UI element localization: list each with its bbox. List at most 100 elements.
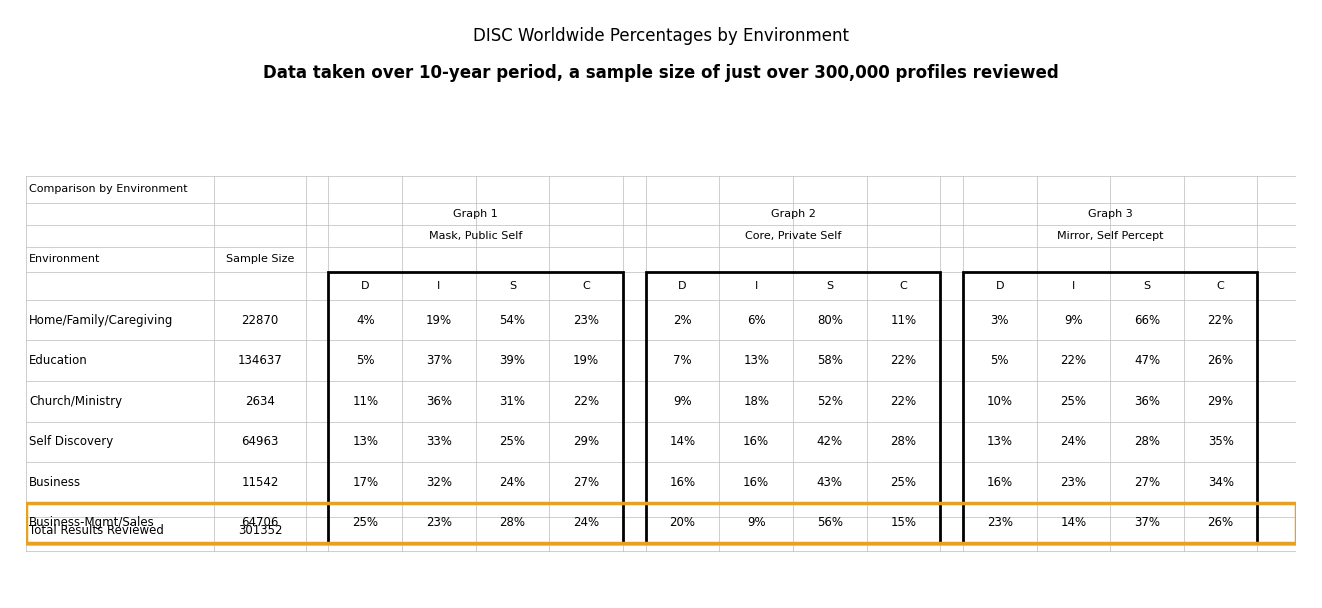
Text: 23%: 23% <box>1060 476 1087 489</box>
Text: 23%: 23% <box>574 314 599 326</box>
Text: 24%: 24% <box>500 476 526 489</box>
Text: C: C <box>1216 281 1224 291</box>
Text: 2634: 2634 <box>245 395 275 408</box>
Text: Education: Education <box>29 354 87 367</box>
Text: 64963: 64963 <box>242 435 279 448</box>
Text: Business: Business <box>29 476 81 489</box>
Text: 28%: 28% <box>891 435 916 448</box>
Text: 36%: 36% <box>426 395 452 408</box>
Text: 29%: 29% <box>1207 395 1233 408</box>
Text: 28%: 28% <box>500 516 526 530</box>
Text: Graph 2: Graph 2 <box>771 209 816 219</box>
Text: 29%: 29% <box>572 435 599 448</box>
Text: 2%: 2% <box>673 314 691 326</box>
Text: 9%: 9% <box>747 516 765 530</box>
Text: Total Results Reviewed: Total Results Reviewed <box>29 525 164 537</box>
Text: I: I <box>438 281 440 291</box>
Text: 52%: 52% <box>817 395 843 408</box>
Text: 16%: 16% <box>743 435 769 448</box>
Text: 23%: 23% <box>426 516 452 530</box>
Text: S: S <box>509 281 516 291</box>
Text: 3%: 3% <box>990 314 1009 326</box>
Text: 9%: 9% <box>673 395 691 408</box>
Text: 24%: 24% <box>1060 435 1087 448</box>
Text: 37%: 37% <box>1134 516 1161 530</box>
Text: 16%: 16% <box>743 476 769 489</box>
Text: C: C <box>899 281 907 291</box>
Text: 22%: 22% <box>1060 354 1087 367</box>
Text: Church/Ministry: Church/Ministry <box>29 395 122 408</box>
Text: Mask, Public Self: Mask, Public Self <box>430 231 522 241</box>
Bar <box>645 272 940 543</box>
Text: 66%: 66% <box>1134 314 1161 326</box>
Text: Core, Private Self: Core, Private Self <box>744 231 841 241</box>
Text: Comparison by Environment: Comparison by Environment <box>29 184 188 195</box>
Text: 16%: 16% <box>669 476 695 489</box>
Text: 16%: 16% <box>986 476 1013 489</box>
Text: 22%: 22% <box>1207 314 1233 326</box>
Text: C: C <box>582 281 590 291</box>
Text: Business-Mgmt/Sales: Business-Mgmt/Sales <box>29 516 155 530</box>
Text: 42%: 42% <box>817 435 843 448</box>
Bar <box>962 272 1257 543</box>
Text: 22870: 22870 <box>242 314 279 326</box>
Text: 34%: 34% <box>1208 476 1233 489</box>
Text: 11542: 11542 <box>242 476 279 489</box>
Text: 22%: 22% <box>890 395 916 408</box>
Text: 32%: 32% <box>426 476 452 489</box>
Text: D: D <box>678 281 687 291</box>
Text: 5%: 5% <box>356 354 374 367</box>
Text: D: D <box>361 281 370 291</box>
Bar <box>328 272 623 543</box>
Text: 10%: 10% <box>986 395 1013 408</box>
Text: 11%: 11% <box>352 395 378 408</box>
Text: 35%: 35% <box>1208 435 1233 448</box>
Text: 47%: 47% <box>1134 354 1161 367</box>
Text: Graph 3: Graph 3 <box>1088 209 1133 219</box>
Text: 31%: 31% <box>500 395 526 408</box>
Text: 301352: 301352 <box>238 525 282 537</box>
Text: 56%: 56% <box>817 516 843 530</box>
Text: 4%: 4% <box>356 314 374 326</box>
Text: 13%: 13% <box>743 354 769 367</box>
Text: S: S <box>1144 281 1150 291</box>
Text: 25%: 25% <box>352 516 378 530</box>
Text: 23%: 23% <box>986 516 1013 530</box>
Text: 9%: 9% <box>1064 314 1083 326</box>
Text: I: I <box>1072 281 1075 291</box>
Text: Sample Size: Sample Size <box>226 254 295 264</box>
Text: 11%: 11% <box>890 314 916 326</box>
Text: 14%: 14% <box>1060 516 1087 530</box>
Text: 22%: 22% <box>890 354 916 367</box>
Text: 20%: 20% <box>669 516 695 530</box>
Text: 6%: 6% <box>747 314 765 326</box>
Text: 27%: 27% <box>1134 476 1161 489</box>
Text: 37%: 37% <box>426 354 452 367</box>
Text: Environment: Environment <box>29 254 100 264</box>
Text: Self Discovery: Self Discovery <box>29 435 114 448</box>
Text: Home/Family/Caregiving: Home/Family/Caregiving <box>29 314 173 326</box>
Text: 64706: 64706 <box>242 516 279 530</box>
Text: 28%: 28% <box>1134 435 1161 448</box>
Text: Graph 1: Graph 1 <box>453 209 498 219</box>
Text: 26%: 26% <box>1207 516 1233 530</box>
Text: 54%: 54% <box>500 314 526 326</box>
Text: Mirror, Self Percept: Mirror, Self Percept <box>1058 231 1163 241</box>
Text: 17%: 17% <box>352 476 378 489</box>
Text: 14%: 14% <box>669 435 695 448</box>
Text: 24%: 24% <box>572 516 599 530</box>
Text: 33%: 33% <box>426 435 452 448</box>
Text: 27%: 27% <box>572 476 599 489</box>
Text: 13%: 13% <box>352 435 378 448</box>
Text: 36%: 36% <box>1134 395 1161 408</box>
Text: 25%: 25% <box>891 476 916 489</box>
Text: Data taken over 10-year period, a sample size of just over 300,000 profiles revi: Data taken over 10-year period, a sample… <box>263 64 1059 82</box>
Text: 5%: 5% <box>990 354 1009 367</box>
Text: 25%: 25% <box>1060 395 1087 408</box>
Text: 134637: 134637 <box>238 354 283 367</box>
Text: 43%: 43% <box>817 476 843 489</box>
Text: 26%: 26% <box>1207 354 1233 367</box>
Text: 19%: 19% <box>572 354 599 367</box>
Text: 22%: 22% <box>572 395 599 408</box>
Text: 58%: 58% <box>817 354 842 367</box>
